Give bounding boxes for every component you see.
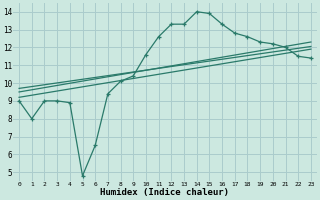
X-axis label: Humidex (Indice chaleur): Humidex (Indice chaleur) — [100, 188, 229, 197]
